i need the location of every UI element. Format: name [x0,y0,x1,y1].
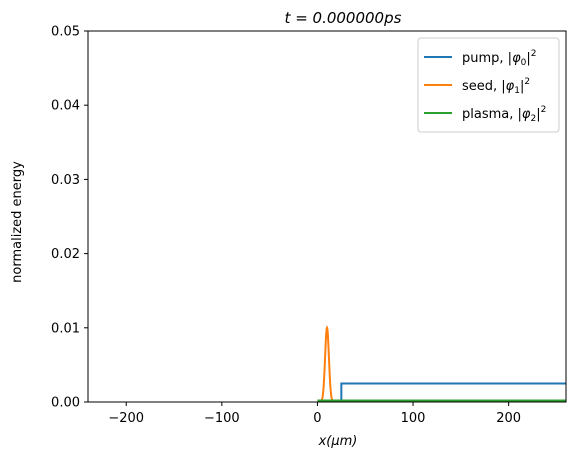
axes-frame [87,30,567,403]
series-line-1 [317,325,337,402]
x-tick-label: 0 [313,411,321,426]
legend-label: plasma, |φ2|2 [462,105,546,124]
y-tick-label: 0.02 [51,247,80,262]
legend: pump, |φ0|2 seed, |φ1|2 plasma, |φ2|2 [417,37,560,133]
x-tick-label: 200 [496,411,521,426]
x-axis-label: x(μm) [318,434,358,449]
x-tick-label: 100 [401,411,426,426]
legend-box [417,37,560,133]
y-tick-label: 0.00 [51,396,80,411]
x-tick-label: −200 [108,411,144,426]
series-line-0 [317,382,566,402]
y-axis-label: normalized energy [10,161,25,283]
legend-label: seed, |φ1|2 [462,77,530,96]
series-layer [317,325,566,402]
y-tick-label: 0.03 [51,173,80,188]
chart-title: t = 0.000000ps [285,9,402,27]
x-tick-label: −100 [204,411,240,426]
axes-layer: −200 −100 0 100 200 0.00 0.01 0.02 0.03 0.04 0.05 [51,25,567,426]
y-tick-label: 0.01 [51,321,80,336]
y-tick-label: 0.05 [51,25,80,40]
y-tick-label: 0.04 [51,99,80,114]
legend-label: pump, |φ0|2 [462,49,537,68]
